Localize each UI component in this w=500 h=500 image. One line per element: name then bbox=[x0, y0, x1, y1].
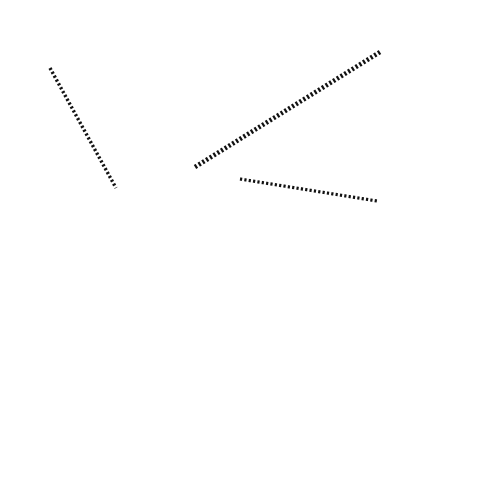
segment-group bbox=[48, 50, 382, 203]
dotted-line-left-diagonal bbox=[48, 67, 118, 189]
dotted-line-upper-diagonal bbox=[193, 50, 382, 169]
dotted-line-lower-slant bbox=[239, 177, 378, 203]
